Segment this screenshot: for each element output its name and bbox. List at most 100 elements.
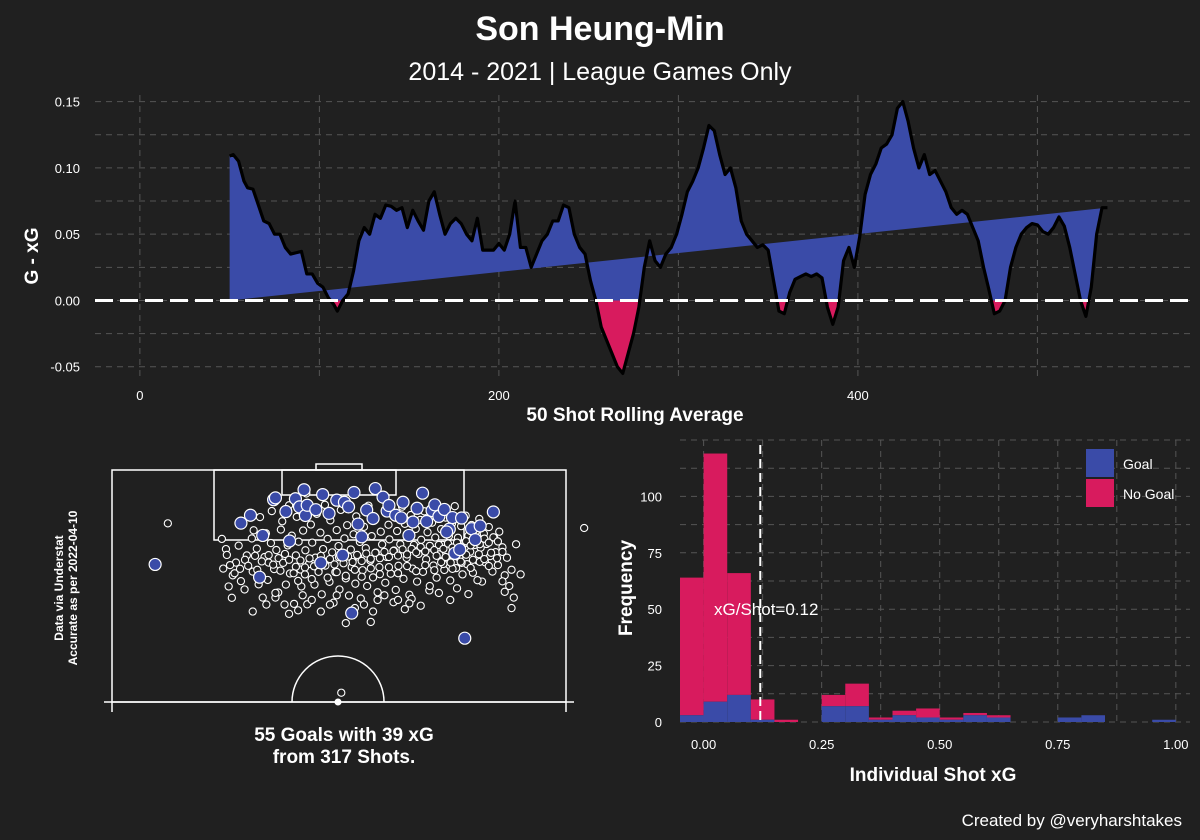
shot-no-goal-point [468, 555, 478, 564]
shot-no-goal-point [163, 519, 172, 528]
shot-no-goal-point [249, 526, 258, 535]
penalty-arc [291, 655, 385, 703]
shot-no-goal-point [393, 569, 403, 578]
rolling-y-tick-label: -0.05 [50, 360, 80, 375]
shot-goal-point [351, 517, 365, 531]
shot-no-goal-point [247, 534, 256, 543]
shot-goal-point [415, 486, 430, 500]
shot-goal-point [314, 556, 328, 570]
shot-goal-point [243, 508, 258, 522]
histogram-bar-goal [821, 706, 846, 722]
shot-no-goal-point [509, 593, 518, 602]
shot-no-goal-point [325, 600, 335, 609]
shot-no-goal-point [377, 540, 387, 549]
shot-no-goal-point [293, 576, 303, 586]
histogram-bar-no-goal [986, 715, 1011, 718]
rolling-area [95, 100, 1190, 375]
shot-no-goal-point [439, 544, 448, 554]
histogram-bar-no-goal [845, 683, 869, 707]
shot-no-goal-point [284, 609, 294, 618]
shot-no-goal-point [293, 606, 303, 615]
rolling-y-tick-label: 0.00 [55, 293, 80, 308]
shot-no-goal-point [323, 573, 332, 582]
shot-goal-point [396, 495, 410, 509]
goal-shots [148, 481, 500, 645]
histogram-bar-goal [939, 719, 964, 722]
shot-no-goal-point [580, 523, 589, 533]
shot-no-goal-point [280, 600, 289, 609]
shot-goal-point [382, 498, 396, 513]
histogram-x-tick-label: 1.00 [1163, 737, 1188, 752]
shot-goal-point [468, 532, 482, 547]
histogram-x-tick-label: 0.50 [927, 737, 952, 752]
shot-no-goal-point [492, 554, 502, 563]
shot-no-goal-point [498, 547, 507, 557]
histogram-bar-no-goal [750, 699, 775, 720]
shot-no-goal-point [350, 565, 360, 574]
shot-goal-point [402, 528, 416, 543]
legend-swatch-goal [1086, 449, 1114, 477]
shot-goal-point [437, 502, 451, 517]
shot-no-goal-point [498, 577, 507, 586]
shot-goal-point [309, 503, 323, 517]
mean-xg-label: xG/Shot=0.12 [714, 600, 818, 619]
shot-goal-point [322, 506, 336, 520]
shot-no-goal-point [417, 535, 426, 544]
shot-no-goal-point [421, 547, 430, 556]
shot-goal-point [420, 514, 434, 529]
shot-no-goal-point [418, 567, 428, 576]
shot-no-goal-point [325, 554, 335, 564]
shot-no-goal-point [219, 564, 228, 573]
shot-no-goal-point [373, 588, 382, 597]
shot-no-goal-point [505, 581, 514, 591]
shot-no-goal-point [516, 570, 525, 579]
shot-no-goal-point [412, 567, 421, 576]
histogram-x-tick-label: 0.25 [809, 737, 834, 752]
shot-no-goal-point [432, 573, 441, 582]
shot-goal-point [458, 631, 472, 645]
histogram-grid [680, 439, 1190, 723]
shot-no-goal-point [434, 588, 444, 598]
shot-goal-point [282, 534, 297, 548]
shot-no-goal-point [367, 531, 376, 541]
shot-no-goal-point [480, 554, 489, 564]
shot-goal-point [268, 491, 283, 505]
shot-goal-point [394, 511, 408, 525]
shot-no-goal-point [473, 576, 482, 585]
histogram-bar-goal [868, 719, 893, 722]
histogram-bar-goal [1152, 719, 1176, 722]
shot-no-goal-point [267, 506, 276, 516]
shot-no-goal-point [332, 567, 341, 577]
shot-goal-point [252, 570, 267, 584]
shot-goal-point [486, 505, 500, 519]
histogram-bar-goal [963, 715, 987, 722]
shot-goal-point [347, 485, 361, 500]
histogram-y-tick-label: 75 [648, 546, 662, 561]
shot-no-goal-point [392, 526, 402, 536]
shot-no-goal-point [394, 561, 403, 570]
shot-no-goal-point [507, 565, 516, 574]
histogram-bar-no-goal [703, 453, 728, 702]
shot-no-goal-point [244, 561, 253, 570]
shot-map-caption-line1: 55 Goals with 39 xG [254, 725, 434, 746]
shot-no-goal-point [484, 538, 493, 547]
histogram-x-tick-label: 0.75 [1045, 737, 1070, 752]
shot-no-goal-point [466, 563, 475, 573]
shot-no-goal-point [464, 589, 473, 599]
shot-no-goal-point [375, 554, 385, 563]
histogram-bar-goal [727, 694, 751, 722]
shot-no-goal-point [402, 561, 412, 571]
shot-no-goal-point [289, 569, 298, 578]
shot-map-caption-line2: from 317 Shots. [273, 747, 416, 768]
histogram-bar-goal [1057, 717, 1082, 722]
shot-no-goal-point [357, 556, 366, 566]
shot-no-goal-point [298, 526, 308, 535]
rolling-y-tick-label: 0.15 [55, 95, 80, 110]
legend-label-goal: Goal [1123, 456, 1153, 472]
shot-no-goal-point [446, 595, 455, 605]
shot-no-goal-point [258, 593, 267, 602]
shot-no-goal-point [493, 537, 503, 546]
rolling-y-tick-label: 0.05 [55, 227, 80, 242]
goal-frame [315, 463, 363, 471]
shot-no-goal-point [284, 555, 294, 564]
